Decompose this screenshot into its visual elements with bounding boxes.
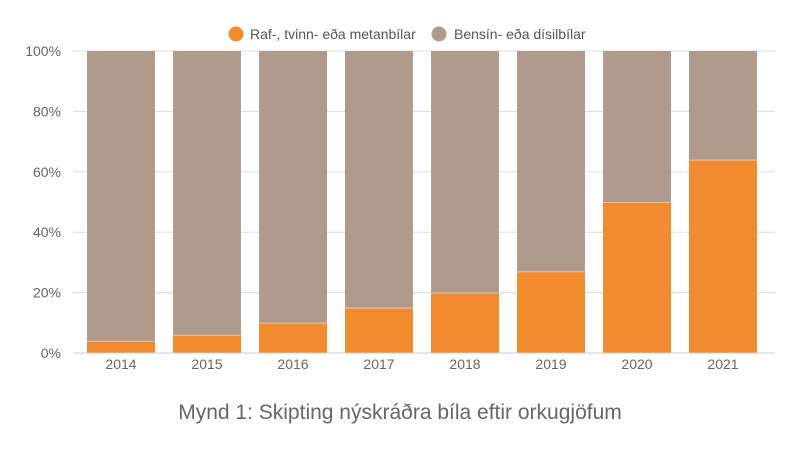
legend-swatch — [228, 26, 244, 42]
legend-label: Raf-, tvinn- eða metanbílar — [250, 26, 416, 42]
x-tick-label: 2015 — [191, 356, 222, 372]
bar-segment-fossil — [603, 51, 671, 202]
bar-segment-fossil — [689, 51, 757, 160]
y-tick-label: 100% — [25, 43, 61, 59]
y-tick-label: 20% — [33, 285, 61, 301]
bar-segment-fossil — [173, 51, 241, 335]
y-tick-label: 80% — [33, 103, 61, 119]
axes: 0% 20% 40% 60% 80% 100% 2014 2015 2016 2017 2018 20… — [25, 43, 775, 372]
legend-item[interactable]: Raf-, tvinn- eða metanbílar — [228, 26, 417, 42]
y-tick-label: 0% — [41, 345, 61, 361]
figure-caption: Mynd 1: Skipting nýskráðra bíla eftir or… — [178, 401, 622, 424]
bar-segment-fossil — [517, 51, 585, 272]
bar-segment-fossil — [87, 51, 155, 341]
legend-item[interactable]: Bensín- eða dísilbílar — [431, 26, 586, 42]
y-tick-label: 60% — [33, 164, 61, 180]
legend[interactable]: Raf-, tvinn- eða metanbílar Bensín- eða d… — [228, 26, 586, 42]
bar-segment-fossil — [431, 51, 499, 293]
bar-segment-electric — [431, 292, 499, 353]
legend-swatch — [431, 26, 447, 42]
bar-segment-electric — [87, 340, 155, 353]
x-tick-label: 2021 — [707, 356, 738, 372]
bar-segment-electric — [689, 159, 757, 353]
x-tick-label: 2014 — [105, 356, 136, 372]
x-tick-label: 2018 — [449, 356, 480, 372]
bar-segment-electric — [259, 322, 327, 353]
bars — [87, 51, 757, 353]
x-tick-label: 2020 — [621, 356, 652, 372]
y-tick-label: 40% — [33, 224, 61, 240]
bar-segment-electric — [345, 307, 413, 353]
bar-segment-electric — [173, 334, 241, 353]
bar-segment-electric — [517, 271, 585, 353]
x-tick-label: 2017 — [363, 356, 394, 372]
bar-segment-fossil — [259, 51, 327, 323]
x-tick-label: 2019 — [535, 356, 566, 372]
bar-segment-electric — [603, 202, 671, 353]
bar-segment-fossil — [345, 51, 413, 308]
x-tick-label: 2016 — [277, 356, 308, 372]
legend-label: Bensín- eða dísilbílar — [454, 26, 586, 42]
